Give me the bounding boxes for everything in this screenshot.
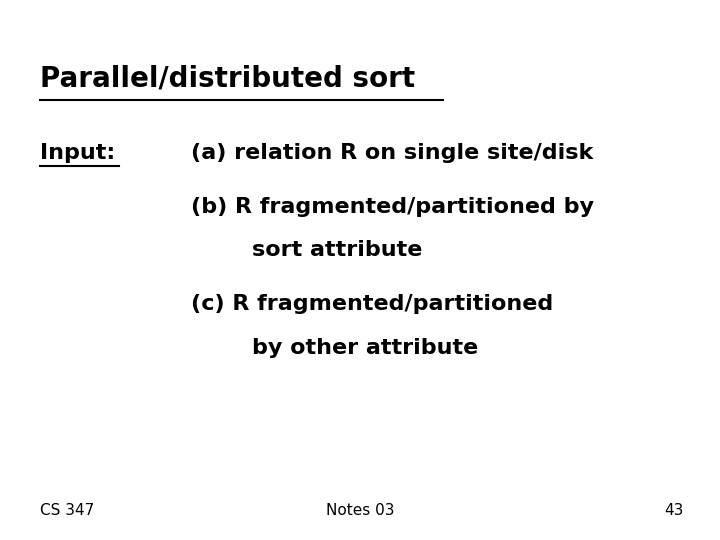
- Text: Input:: Input:: [40, 143, 115, 163]
- Text: by other attribute: by other attribute: [252, 338, 478, 357]
- Text: Notes 03: Notes 03: [325, 503, 395, 518]
- Text: (c) R fragmented/partitioned: (c) R fragmented/partitioned: [191, 294, 553, 314]
- Text: (a) relation R on single site/disk: (a) relation R on single site/disk: [191, 143, 593, 163]
- Text: sort attribute: sort attribute: [252, 240, 423, 260]
- Text: (b) R fragmented/partitioned by: (b) R fragmented/partitioned by: [191, 197, 594, 217]
- Text: Parallel/distributed sort: Parallel/distributed sort: [40, 65, 415, 93]
- Text: 43: 43: [665, 503, 684, 518]
- Text: CS 347: CS 347: [40, 503, 94, 518]
